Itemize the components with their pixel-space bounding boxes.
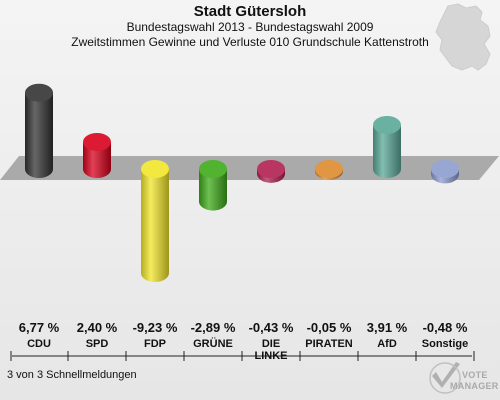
logo-text-vote: VOTE bbox=[462, 370, 488, 380]
vote-manager-logo bbox=[429, 362, 461, 394]
category-axis bbox=[10, 351, 475, 361]
bar-sonstige bbox=[431, 160, 459, 184]
germany-map-icon bbox=[435, 3, 491, 71]
category-label: GRÜNE bbox=[193, 338, 233, 350]
category-label: FDP bbox=[144, 338, 166, 350]
category-label: PIRATEN bbox=[305, 338, 353, 350]
value-label: -0,43 % bbox=[248, 320, 294, 335]
category-labels-row: CDU SPD FDP GRÜNE DIE LINKE PIRATEN AfD Sonstige bbox=[0, 338, 500, 368]
category-label: Sonstige bbox=[421, 338, 469, 350]
chart-baseline-band bbox=[0, 156, 499, 180]
logo-text-manager: MANAGER bbox=[450, 381, 499, 391]
bar-cdu bbox=[25, 83, 53, 178]
bar-gr-ne bbox=[199, 160, 227, 211]
value-label: -0,05 % bbox=[306, 320, 352, 335]
value-label: 6,77 % bbox=[18, 320, 60, 335]
chart-subtitle-2: Zweitstimmen Gewinne und Verluste 010 Gr… bbox=[71, 35, 429, 49]
value-label: 2,40 % bbox=[76, 320, 118, 335]
value-labels-row: 6,77 % 2,40 % -9,23 % -2,89 % -0,43 % -0,05 %… bbox=[0, 320, 500, 336]
category-label: CDU bbox=[27, 338, 51, 350]
category-label: AfD bbox=[377, 338, 397, 350]
bars-group bbox=[25, 83, 459, 282]
bar-afd bbox=[373, 115, 401, 178]
chart-title: Stadt Gütersloh bbox=[193, 3, 307, 20]
bar-piraten bbox=[315, 160, 343, 180]
value-label: 3,91 % bbox=[366, 320, 408, 335]
bar-die-linke bbox=[257, 160, 285, 183]
checkmark-icon bbox=[432, 362, 460, 388]
category-label: DIE LINKE bbox=[254, 338, 288, 362]
category-label: SPD bbox=[85, 338, 109, 350]
bar-fdp bbox=[141, 160, 169, 282]
value-label: -2,89 % bbox=[190, 320, 236, 335]
value-label: -9,23 % bbox=[132, 320, 178, 335]
report-status: 3 von 3 Schnellmeldungen bbox=[7, 369, 137, 381]
bar-spd bbox=[83, 132, 111, 178]
chart-header: Stadt Gütersloh Bundestagswahl 2013 - Bu… bbox=[0, 0, 500, 50]
value-label: -0,48 % bbox=[422, 320, 468, 335]
chart-subtitle-1: Bundestagswahl 2013 - Bundestagswahl 200… bbox=[126, 20, 374, 34]
